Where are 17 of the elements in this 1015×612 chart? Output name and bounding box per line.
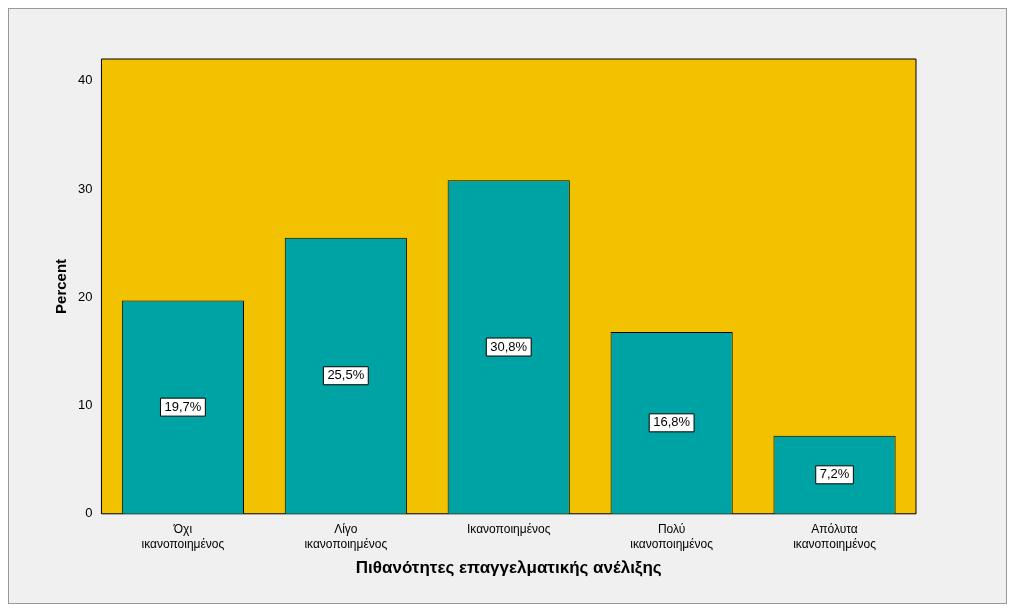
data-label: 30,8% [490, 338, 528, 354]
data-label: 19,7% [164, 398, 202, 414]
x-tick-label: Πολύ ικανοποιημένος [630, 522, 714, 551]
x-tick-label: Λίγο ικανοποιημένος [304, 522, 388, 551]
x-axis-title: Πιθανότητες επαγγελματικής ανέλιξης [355, 558, 662, 578]
x-tick-label: Ικανοποιημένος [466, 522, 551, 537]
data-label: 25,5% [327, 367, 365, 383]
y-tick-label: 10 [77, 397, 93, 413]
y-tick-label: 40 [77, 72, 93, 88]
y-tick-label: 0 [85, 505, 93, 521]
y-tick-label: 30 [77, 180, 93, 196]
y-tick-label: 20 [77, 288, 93, 304]
x-tick-label: Όχι ικανοποιημένος [141, 522, 225, 551]
x-tick-label: Απόλυτα ικανοποιημένος [793, 522, 877, 551]
data-label: 16,8% [653, 414, 691, 430]
data-label: 7,2% [819, 466, 850, 482]
y-axis-title: Percent [52, 258, 70, 314]
